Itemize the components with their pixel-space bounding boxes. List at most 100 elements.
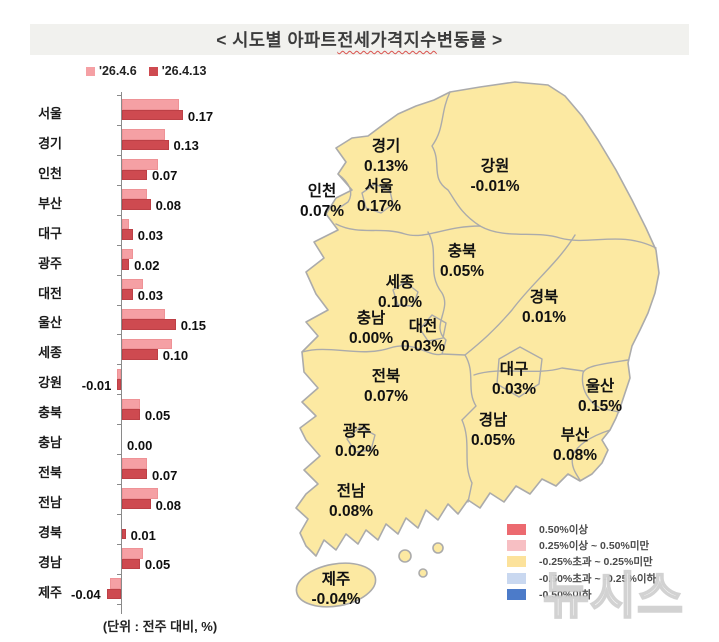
region-name: 대구 <box>499 361 529 378</box>
region-value: -0.04% <box>311 591 361 608</box>
map-label-gangwon: 강원 -0.01% <box>470 157 519 197</box>
region-value: 0.07% <box>364 388 408 405</box>
bar-'26.4.6-울산 <box>122 308 165 320</box>
axis-tick <box>117 124 121 126</box>
axis-tick <box>117 514 121 516</box>
bar-'26.4.6-경기 <box>122 129 165 140</box>
map-legend-label: 0.50%이상 <box>539 523 589 536</box>
region-name: 대전 <box>408 318 438 335</box>
map-label-busan: 부산 0.08% <box>553 426 597 466</box>
legend-label: '26.4.6 <box>99 64 137 78</box>
bar-'26.4.6-세종 <box>122 338 173 350</box>
region-name: 제주 <box>321 571 351 588</box>
region-value: 0.13% <box>364 158 408 175</box>
region-name: 전북 <box>371 368 401 385</box>
bar-category-label: 대구 <box>38 225 62 241</box>
map-legend-label: 0.25%이상 ~ 0.50%미만 <box>539 540 650 553</box>
south-island-2 <box>432 542 444 554</box>
map-label-daejeon: 대전 0.03% <box>401 317 445 357</box>
legend-label: '26.4.13 <box>161 64 207 78</box>
region-value: 0.03% <box>492 381 536 398</box>
bar-'26.4.13-제주 <box>106 588 121 600</box>
axis-tick <box>117 95 121 96</box>
bar-value-label: 0.15 <box>180 318 206 333</box>
axis-tick <box>117 154 121 156</box>
bar-'26.4.13-경북 <box>122 528 126 540</box>
map-label-gyeonggi: 경기 0.13% <box>364 137 408 177</box>
bar-value-label: 0.07 <box>152 168 178 184</box>
region-value: 0.01% <box>522 309 566 326</box>
legend-swatch <box>86 66 95 76</box>
bar-category-label: 전북 <box>38 465 62 481</box>
region-value: 0.02% <box>335 443 379 460</box>
region-value: 0.17% <box>357 198 401 215</box>
bar-chart-legend: '26.4.6 '26.4.13 <box>86 64 218 78</box>
bar-'26.4.13-광주 <box>122 259 130 270</box>
bar-'26.4.6-서울 <box>122 99 180 110</box>
region-name: 서울 <box>364 178 394 195</box>
map-label-chungbuk: 충북 0.05% <box>440 242 484 282</box>
border-gyeongbuk-gyeongnam <box>473 367 584 376</box>
border-jeonbuk-east <box>461 354 477 421</box>
axis-tick <box>117 334 121 336</box>
bar-value-label: 0.17 <box>187 108 214 124</box>
legend-item: '26.4.13 <box>148 64 207 78</box>
bar-'26.4.6-강원 <box>117 368 121 380</box>
bar-value-label: 0.05 <box>144 407 171 423</box>
bar-value-label: 0.03 <box>137 288 164 304</box>
bar-value-label: -0.01 <box>81 377 112 393</box>
bar-value-label: 0.07 <box>152 467 178 483</box>
bar-'26.4.6-인천 <box>122 159 158 170</box>
page-title: < 시도별 아파트 전세가격지수 변동률 > <box>30 24 689 55</box>
map-legend-label: -0.50%이하 <box>539 589 592 602</box>
title-highlight: 전세가격지수 <box>337 30 437 50</box>
axis-tick <box>117 484 121 486</box>
axis-tick <box>117 214 121 216</box>
axis-tick <box>117 543 121 545</box>
region-value: 0.00% <box>349 330 393 347</box>
bar-value-label: 0.01 <box>130 527 156 543</box>
region-name: 충남 <box>356 310 386 327</box>
bar-category-label: 경북 <box>38 524 62 540</box>
map-legend-swatch <box>507 540 526 552</box>
map-label-incheon: 인천 0.07% <box>300 182 344 222</box>
bar-'26.4.13-경남 <box>122 558 140 570</box>
bar-chart-axis <box>121 92 122 614</box>
border-sejong <box>392 281 419 307</box>
bar-'26.4.6-경남 <box>122 548 144 559</box>
map-legend-swatch <box>507 589 526 601</box>
bar-value-label: 0.08 <box>155 497 181 513</box>
region-value: 0.08% <box>553 447 597 464</box>
border-incheon <box>335 173 352 211</box>
map-legend-swatch <box>507 556 526 568</box>
map-label-daegu: 대구 0.03% <box>492 360 536 400</box>
border-gwangju <box>346 426 376 453</box>
map-legend-label: -0.25%초과 ~ 0.25%미만 <box>539 556 653 569</box>
bar-category-label: 경남 <box>38 554 62 570</box>
map-label-chungnam: 충남 0.00% <box>349 309 393 349</box>
map-label-sejong: 세종 0.10% <box>378 273 422 313</box>
border-jeonnam-gyeongnam <box>461 419 473 503</box>
axis-tick <box>117 364 121 366</box>
korea-mainland <box>295 81 660 557</box>
border-seoul <box>361 183 394 214</box>
unit-note: (단위 : 전주 대비, %) <box>102 619 218 634</box>
map-label-gyeongbuk: 경북 0.01% <box>522 288 566 328</box>
axis-tick <box>117 603 121 605</box>
region-name: 광주 <box>342 423 372 440</box>
region-value: 0.08% <box>329 503 373 520</box>
title-prefix: < 시도별 아파트 <box>216 30 338 50</box>
bar-category-label: 서울 <box>38 105 62 121</box>
border-gyeonggi-gangwon <box>431 91 481 227</box>
bar-'26.4.6-전남 <box>122 488 158 499</box>
bar-'26.4.6-대전 <box>122 278 144 290</box>
map-legend: 0.50%이상 0.25%이상 ~ 0.50%미만 -0.25%초과 ~ 0.25%… <box>507 521 656 603</box>
bar-category-label: 광주 <box>38 255 62 271</box>
map-label-gyeongnam: 경남 0.05% <box>471 411 515 451</box>
title-suffix: 변동률 > <box>436 30 503 50</box>
bar-'26.4.13-인천 <box>122 169 148 181</box>
bar-category-label: 강원 <box>38 375 62 391</box>
map-legend-row: -0.50%초과 ~ -0.25%이하 <box>507 570 656 586</box>
bar-category-label: 전남 <box>38 495 62 511</box>
